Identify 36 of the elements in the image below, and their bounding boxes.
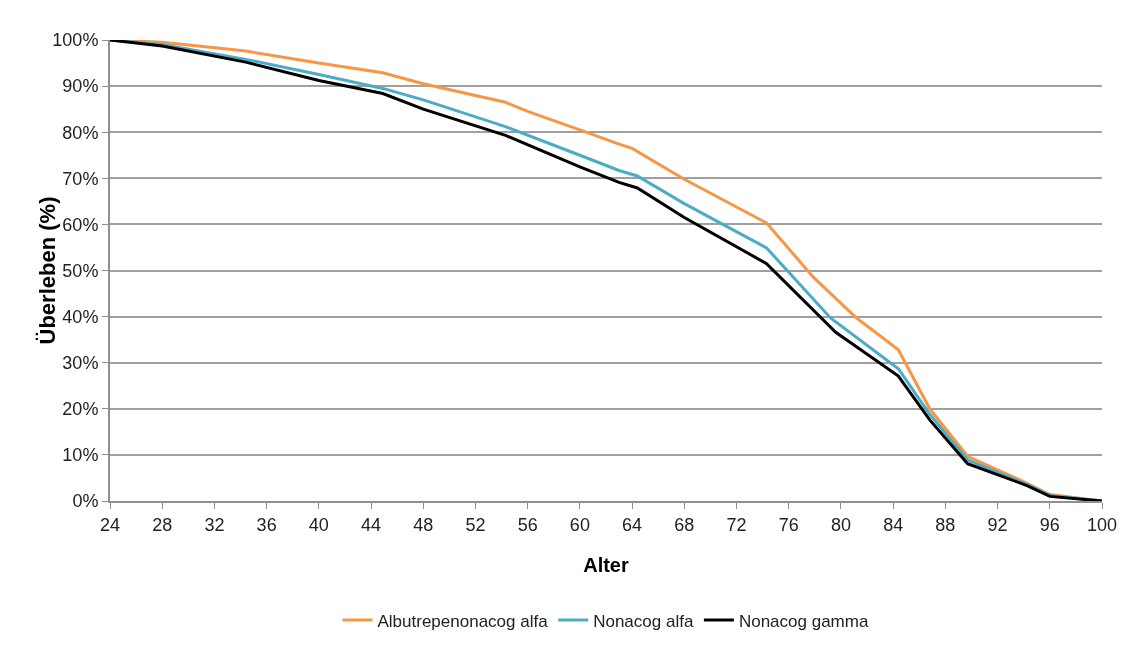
x-tick-label: 96 [1039,514,1060,535]
y-tick-label: 40% [62,306,99,327]
x-tick-label: 100 [1086,514,1118,535]
x-tick-label: 72 [726,514,747,535]
y-tick-label: 60% [62,214,99,235]
x-tick-label: 40 [308,514,329,535]
legend-label: Nonacog gamma [738,611,869,631]
x-tick-label: 88 [935,514,956,535]
x-axis-title: Alter [583,554,629,576]
y-tick-label: 80% [62,122,99,143]
x-tick-label: 56 [517,514,538,535]
y-tick-label: 90% [62,76,99,97]
x-tick-label: 52 [465,514,486,535]
y-tick-label: 50% [62,260,99,281]
x-tick-label: 92 [987,514,1008,535]
y-axis-title: Überleben (%) [35,196,60,345]
x-tick-label: 76 [778,514,799,535]
x-tick-label: 84 [883,514,904,535]
x-tick-label: 32 [204,514,225,535]
x-tick-label: 24 [99,514,121,535]
x-tick-label: 36 [256,514,277,535]
x-tick-label: 48 [413,514,434,535]
y-tick-label: 30% [62,353,99,373]
y-tick-label: 20% [62,399,99,420]
y-tick-label: 70% [62,168,99,189]
y-tick-label: 100% [52,30,99,51]
legend-label: Albutrepenonacog alfa [377,611,549,631]
x-tick-label: 80 [830,514,851,535]
y-tick-label: 10% [62,445,99,466]
x-tick-label: 64 [622,514,643,535]
x-tick-label: 60 [569,514,590,535]
x-tick-label: 44 [361,514,382,535]
x-tick-label: 28 [152,514,173,535]
x-tick-label: 68 [674,514,695,535]
y-tick-label: 0% [72,491,99,512]
legend-label: Nonacog alfa [593,611,694,631]
